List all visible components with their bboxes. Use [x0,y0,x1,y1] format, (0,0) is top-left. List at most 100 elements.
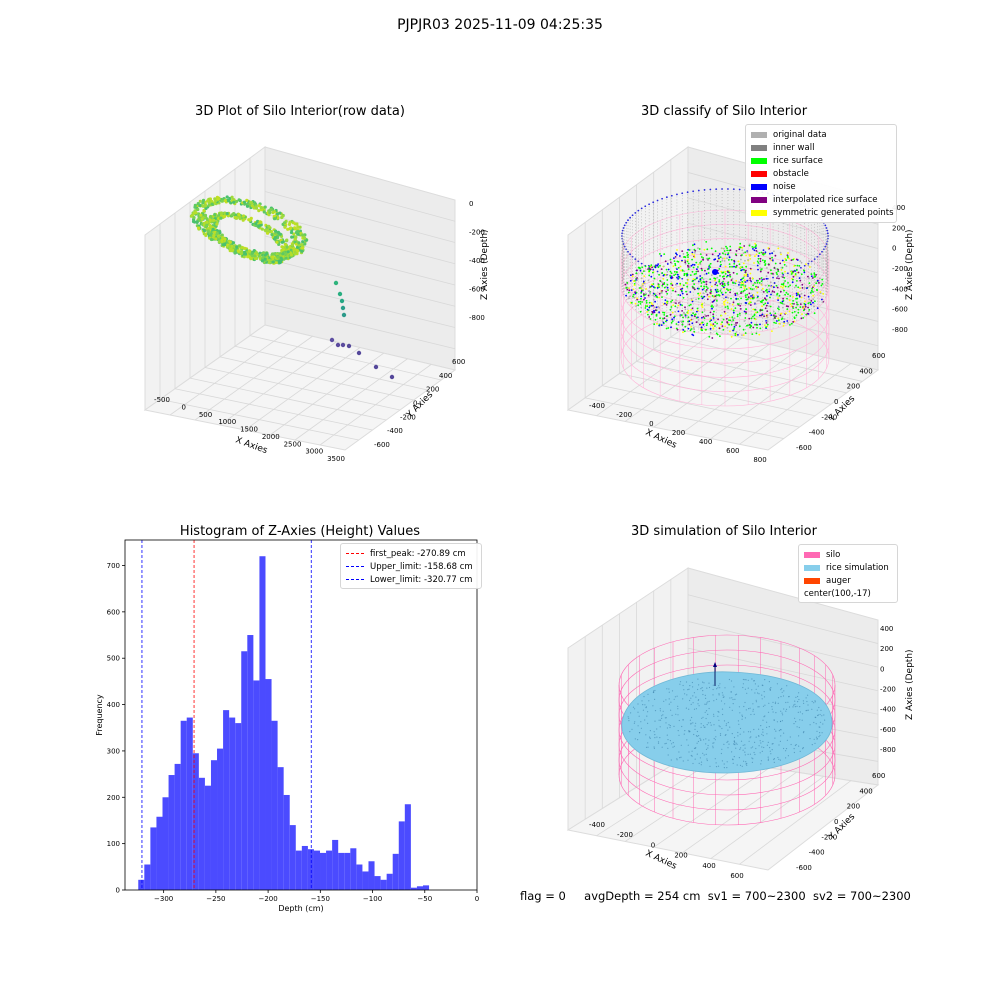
classify-surface-point [726,270,729,273]
classify-surface-point [682,253,685,255]
classify-surface-point [691,253,694,255]
classify-surface-point [775,315,777,318]
classify-surface-point [691,280,694,283]
classify-surface-point [692,326,695,329]
rice-mesh-point [783,732,785,734]
classify-surface-point [663,314,666,316]
classify-surface-point [766,320,769,322]
classify-surface-point [635,305,638,307]
rice-mesh-point [731,733,733,735]
rice-mesh-point [659,708,661,710]
raw-point [206,229,210,233]
rice-mesh-point [754,683,756,685]
raw-point [262,210,266,214]
classify-surface-point [750,325,753,327]
classify-surface-point [672,287,674,290]
classify-surface-point [688,323,691,326]
classify-surface-point [800,317,803,320]
classify-surface-point [769,305,772,308]
classify-surface-point [822,293,825,295]
rice-mesh-point [760,742,762,744]
classify-surface-point [781,300,784,303]
raw-point [264,229,268,233]
rice-mesh-point [673,745,675,747]
rice-mesh-point [819,732,821,734]
rice-mesh-point [654,734,656,736]
classify-noise-point [824,245,827,248]
classify-surface-point [699,262,701,264]
classify-surface-point [714,283,717,286]
histogram-bar [210,760,218,890]
histogram-bar [362,871,369,890]
classify-surface-point [642,289,644,292]
classify-surface-point [710,319,713,321]
rice-mesh-point [811,744,813,746]
classify-surface-point [625,294,627,297]
tick-label: 0 [182,403,186,411]
classify-surface-point [722,328,725,331]
grid-line [636,361,831,405]
classify-noise-point [697,189,700,192]
classify-surface-point [712,300,715,303]
classify-surface-point [741,249,744,252]
classify-surface-point [787,252,789,254]
rice-mesh-point [641,700,643,702]
classify-surface-point [692,266,695,269]
raw-point [242,200,246,204]
classify-surface-point [758,278,761,280]
rice-mesh-point [768,702,770,704]
classify-surface-point [700,326,703,329]
raw-point [274,229,278,233]
rice-surface [621,671,833,774]
rice-mesh-point [693,747,696,749]
classify-surface-point [712,323,715,325]
classify-surface-point [762,303,765,306]
classify-surface-point [804,300,806,303]
classify-surface-point [784,257,787,260]
classify-surface-point [748,287,751,289]
classify-surface-point [787,282,789,284]
tick-label: 3000 [305,448,323,456]
classify-surface-point [775,284,778,287]
classify-surface-point [697,270,699,273]
classify-surface-point [729,291,731,294]
histogram-bar [162,797,169,890]
classify-surface-point [720,288,722,291]
rice-mesh-point [769,750,771,752]
rice-mesh-point [670,759,672,761]
classify-surface-point [751,333,754,335]
rice-mesh-point [728,678,730,681]
classify-surface-point [723,250,726,252]
classify-noise-point [803,264,806,267]
raw-point [303,236,307,240]
classify-surface-point [720,323,722,326]
classify-surface-point [736,273,738,275]
rice-mesh-point [704,694,706,696]
rice-mesh-point [702,693,704,696]
classify-surface-point [654,309,657,312]
rice-mesh-point [729,726,731,728]
classify-surface-point [665,290,668,293]
rice-mesh-point [759,740,761,742]
classify-surface-point [724,253,727,256]
classify-surface-point [656,264,659,267]
rice-mesh-point [676,759,678,761]
classify-surface-point [779,262,782,265]
raw-point [204,204,208,208]
rice-mesh-point [721,727,723,730]
classify-surface-point [732,309,735,312]
rice-mesh-point [637,725,639,727]
tick-label: 2000 [262,433,280,441]
classify-surface-point [648,270,651,273]
classify-surface-point [795,314,798,317]
tick-label: 3500 [327,455,345,463]
classify-surface-point [773,321,776,324]
x-tick-label: −100 [363,895,382,903]
rice-mesh-point [670,709,672,711]
classify-surface-point [774,262,777,265]
classify-surface-point [741,266,744,268]
classify-surface-point [780,318,783,321]
classify-surface-point [732,311,735,314]
classify-surface-point [799,287,801,289]
raw-point [223,237,227,241]
